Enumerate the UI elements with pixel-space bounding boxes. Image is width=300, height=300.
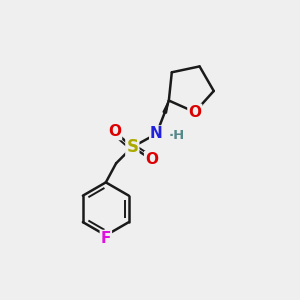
Polygon shape [163,100,169,113]
Text: S: S [126,138,138,156]
Text: ·H: ·H [169,129,185,142]
Text: O: O [145,152,158,167]
Text: F: F [100,231,111,246]
Text: N: N [150,126,163,141]
Text: O: O [108,124,121,139]
Text: O: O [188,105,201,120]
